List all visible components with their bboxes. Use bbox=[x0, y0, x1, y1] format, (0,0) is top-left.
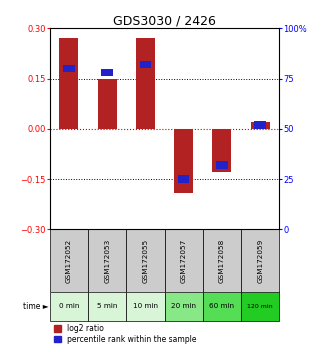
Bar bbox=[126, 292, 164, 321]
Bar bbox=[63, 65, 74, 72]
Text: 5 min: 5 min bbox=[97, 303, 117, 309]
Bar bbox=[212, 129, 231, 172]
Text: GSM172059: GSM172059 bbox=[257, 239, 263, 283]
Bar bbox=[88, 229, 126, 292]
Bar bbox=[50, 292, 88, 321]
Text: 60 min: 60 min bbox=[209, 303, 234, 309]
Text: 10 min: 10 min bbox=[133, 303, 158, 309]
Bar bbox=[88, 292, 126, 321]
Bar bbox=[203, 292, 241, 321]
Bar bbox=[251, 122, 270, 129]
Text: GSM172053: GSM172053 bbox=[104, 239, 110, 283]
Title: GDS3030 / 2426: GDS3030 / 2426 bbox=[113, 14, 216, 27]
Text: GSM172055: GSM172055 bbox=[143, 239, 148, 283]
Bar bbox=[136, 38, 155, 129]
Bar bbox=[174, 129, 193, 193]
Bar bbox=[203, 229, 241, 292]
Bar bbox=[216, 161, 228, 169]
Bar bbox=[241, 292, 279, 321]
Bar bbox=[59, 38, 78, 129]
Text: GSM172052: GSM172052 bbox=[66, 239, 72, 283]
Bar bbox=[98, 79, 117, 129]
Text: GSM172058: GSM172058 bbox=[219, 239, 225, 283]
Bar bbox=[50, 229, 88, 292]
Bar bbox=[241, 229, 279, 292]
Text: GSM172057: GSM172057 bbox=[181, 239, 187, 283]
Bar bbox=[126, 229, 164, 292]
Bar bbox=[164, 292, 203, 321]
Text: 120 min: 120 min bbox=[247, 304, 273, 309]
Bar bbox=[164, 229, 203, 292]
Bar bbox=[178, 176, 189, 183]
Text: 20 min: 20 min bbox=[171, 303, 196, 309]
Bar bbox=[255, 121, 266, 129]
Bar bbox=[101, 69, 113, 76]
Legend: log2 ratio, percentile rank within the sample: log2 ratio, percentile rank within the s… bbox=[54, 323, 198, 344]
Bar bbox=[140, 61, 151, 68]
Text: time ►: time ► bbox=[23, 302, 49, 311]
Text: 0 min: 0 min bbox=[59, 303, 79, 309]
